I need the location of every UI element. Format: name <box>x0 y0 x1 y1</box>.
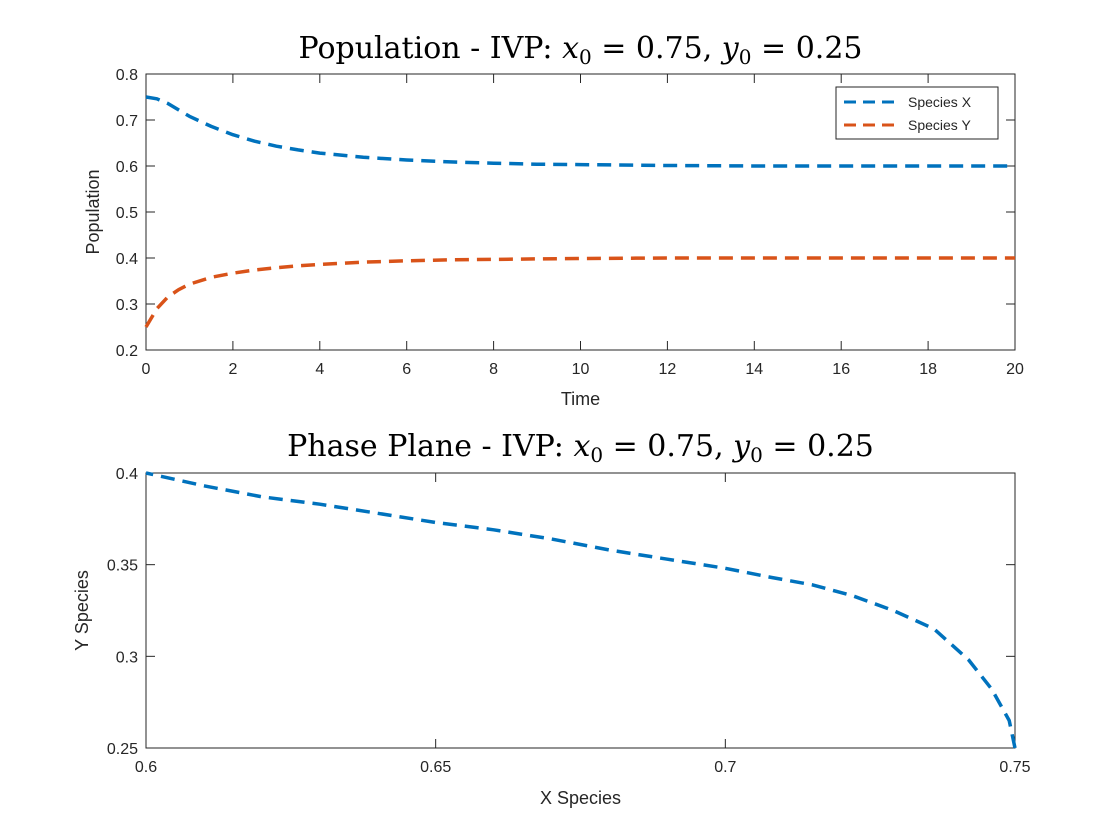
phase-plane-axes: 0.6 0.65 0.7 0.75 0.25 0.3 0.35 0.4 <box>107 466 1031 776</box>
population-x-tick-label: 6 <box>402 361 411 378</box>
population-y-tick-label: 0.5 <box>116 205 138 222</box>
phase-plane-x-tick-label: 0.75 <box>999 759 1030 776</box>
population-y-axis-label: Population <box>83 169 103 254</box>
population-y-tick-label: 0.7 <box>116 113 138 130</box>
population-x-tick-label: 12 <box>659 361 677 378</box>
phase-plane-x-axis-label: X Species <box>540 788 621 808</box>
phase-plane-y-tick-label: 0.3 <box>116 649 138 666</box>
population-y-tick-label: 0.6 <box>116 159 138 176</box>
population-x-tick-label: 16 <box>832 361 850 378</box>
phase-plane-x-tick-label: 0.6 <box>135 759 157 776</box>
population-x-tick-label: 10 <box>572 361 590 378</box>
phase-plane-x-tick-label: 0.7 <box>714 759 736 776</box>
phase-plane-y-tick-label: 0.25 <box>107 741 138 758</box>
population-y-tick-label: 0.3 <box>116 297 138 314</box>
population-series-line-species-x <box>145 95 1015 168</box>
population-x-axis-label: Time <box>561 389 600 409</box>
phase-plane-y-tick-label: 0.4 <box>116 466 138 483</box>
population-x-tick-label: 4 <box>315 361 324 378</box>
population-series-line-species-y <box>144 256 1015 328</box>
population-x-tick-label: 8 <box>489 361 498 378</box>
population-x-tick-label: 20 <box>1006 361 1024 378</box>
population-x-tick-label: 14 <box>745 361 763 378</box>
legend-label-species-y: Species Y <box>908 117 971 133</box>
population-y-tick-label: 0.8 <box>116 67 138 84</box>
population-x-tick-label: 2 <box>228 361 237 378</box>
population-axes: 0 2 4 6 8 10 12 14 16 18 20 0.2 0.3 0.4 0.5 0.6 0.7 0.8 <box>116 67 1024 378</box>
population-legend: Species X Species Y <box>835 86 999 140</box>
phase-plane-y-tick-label: 0.35 <box>107 558 138 575</box>
phase-plane-y-axis-label: Y Species <box>72 570 92 651</box>
phase-plane-chart-title: Phase Plane - IVP: x0 = 0.75, y0 = 0.25 <box>287 429 874 467</box>
population-y-tick-label: 0.2 <box>116 343 138 360</box>
legend-box <box>835 86 999 140</box>
population-chart-title: Population - IVP: x0 = 0.75, y0 = 0.25 <box>299 31 863 69</box>
population-x-tick-label: 18 <box>919 361 937 378</box>
phase-plane-axes-box <box>145 472 1016 749</box>
phase-plane-series-line <box>145 471 1017 749</box>
population-x-tick-label: 0 <box>142 361 151 378</box>
population-y-tick-label: 0.4 <box>116 251 138 268</box>
phase-plane-x-tick-label: 0.65 <box>420 759 451 776</box>
legend-label-species-x: Species X <box>908 94 972 110</box>
